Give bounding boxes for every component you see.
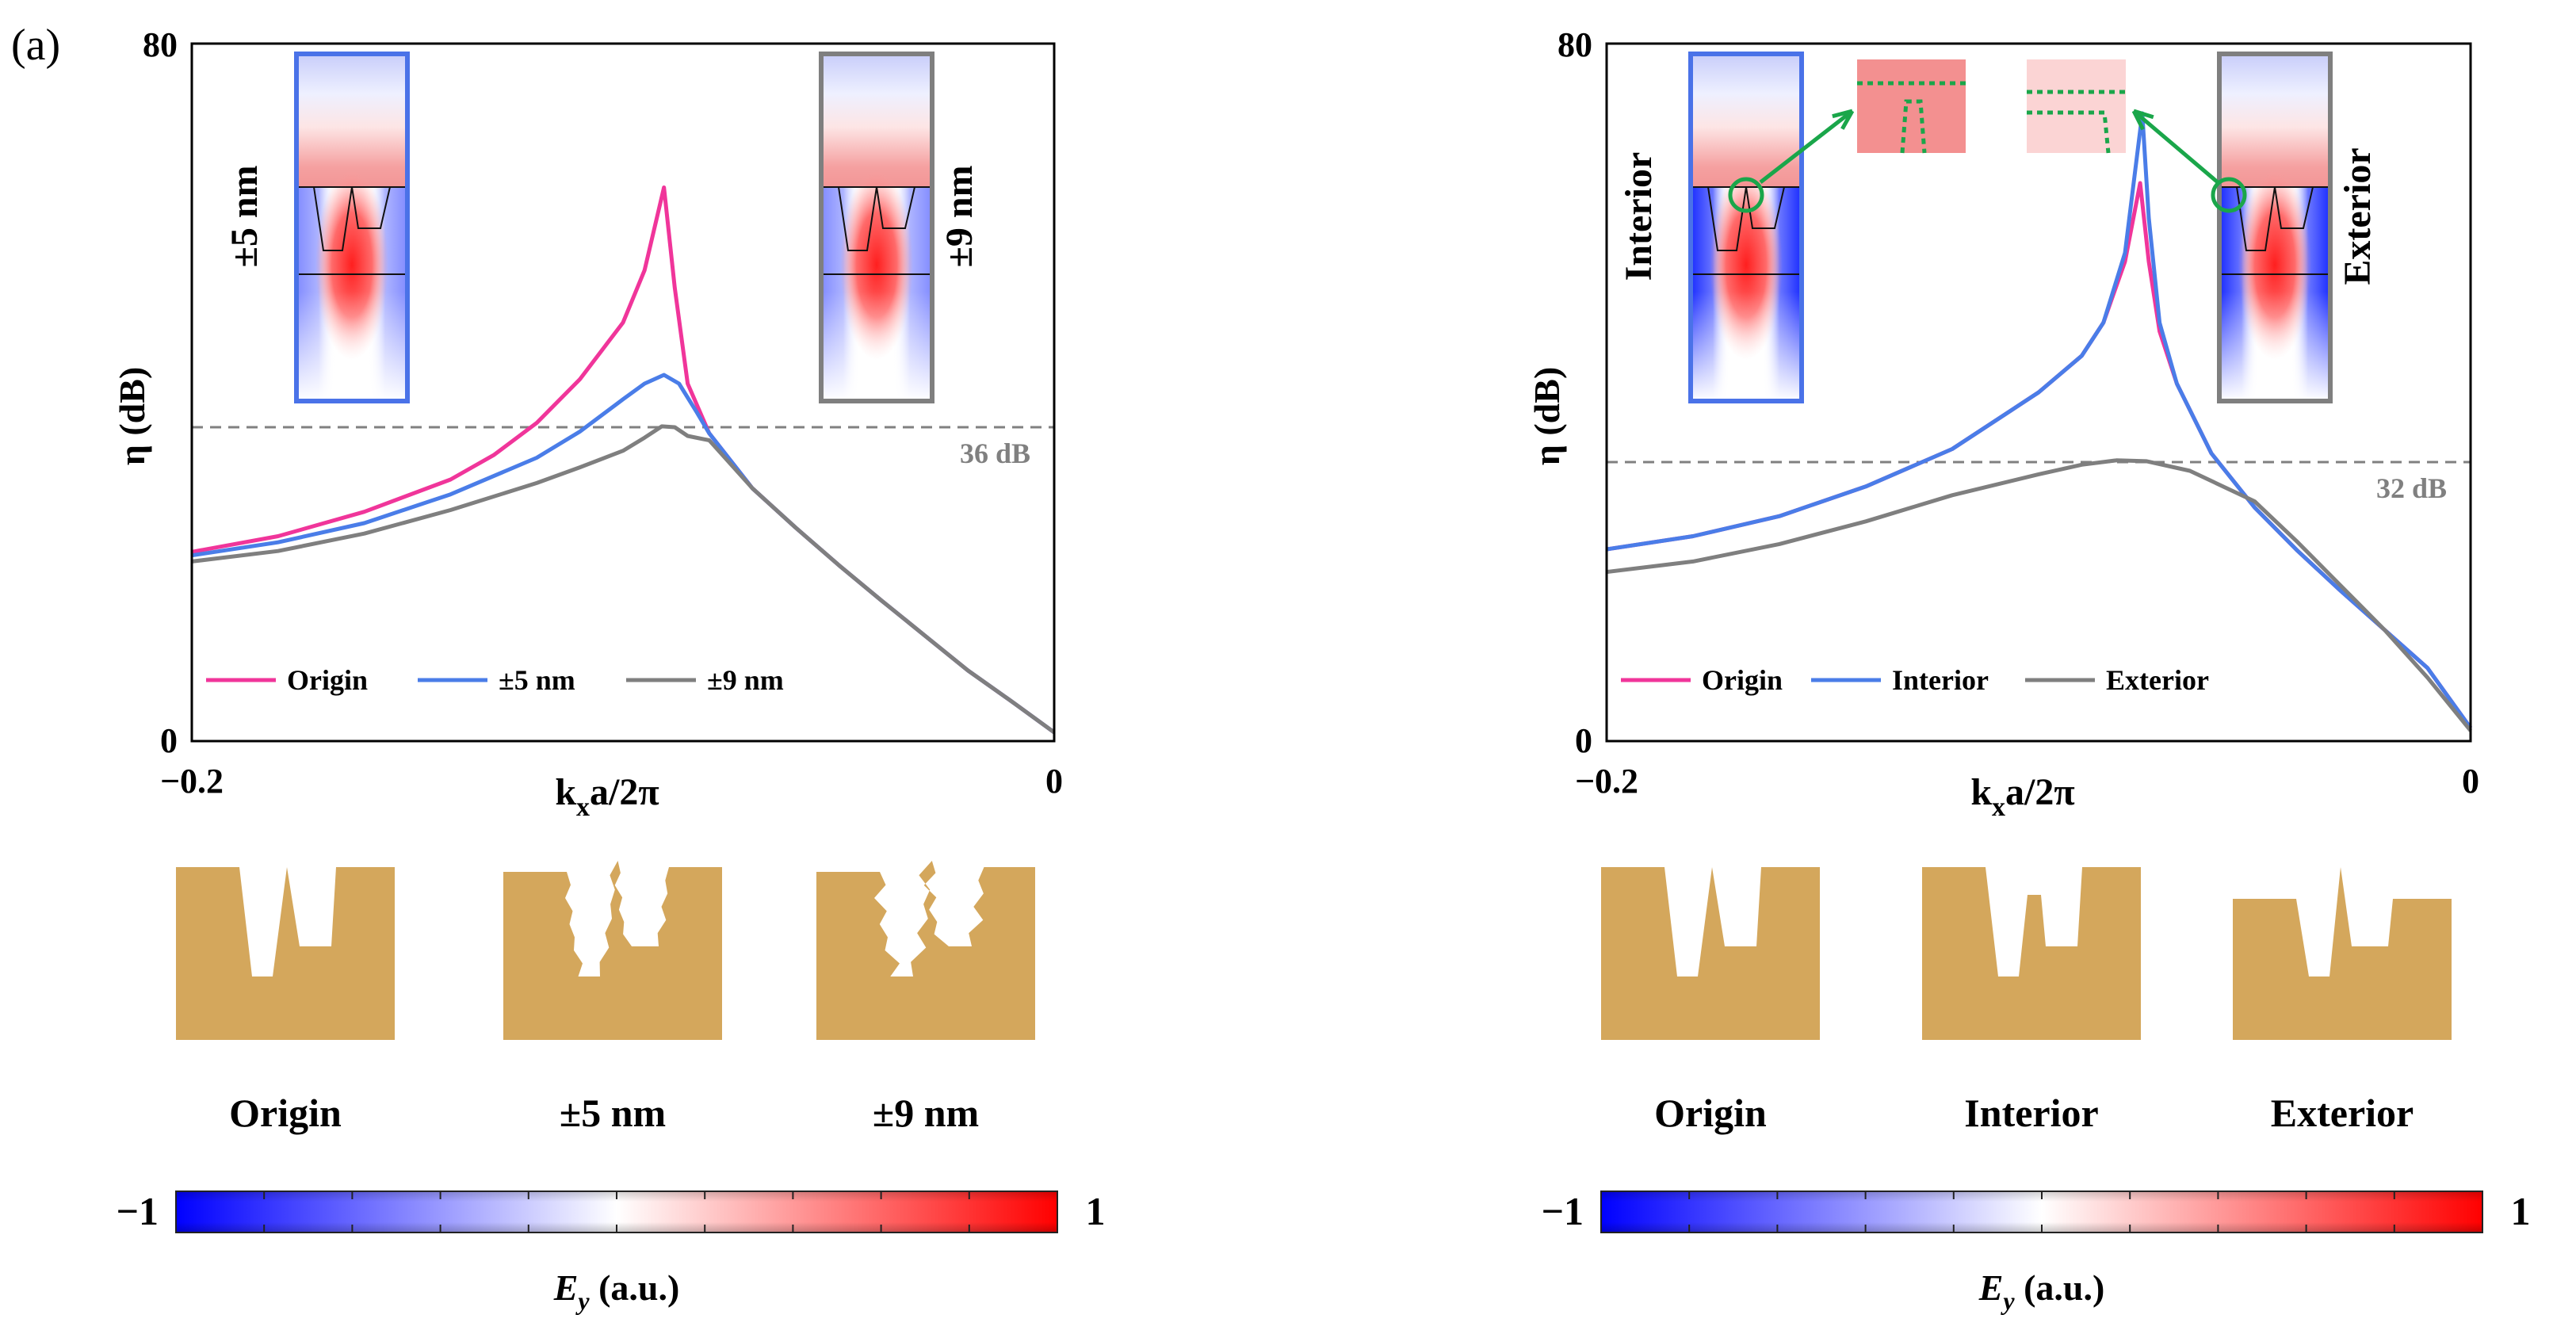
field-inset bbox=[819, 52, 934, 403]
threshold-label: 36 dB bbox=[960, 438, 1030, 469]
profile-fill bbox=[1601, 867, 1820, 1040]
y-tick-label: 0 bbox=[1575, 721, 1592, 760]
inset-side-label: Exterior bbox=[2337, 147, 2379, 285]
field-fade bbox=[1691, 292, 1802, 401]
x-tick-label: −0.2 bbox=[1575, 762, 1638, 801]
y-axis-label: η (dB) bbox=[112, 367, 152, 466]
inset-frame bbox=[294, 52, 410, 403]
zoom-box bbox=[1857, 59, 1966, 153]
zoom-arrowhead bbox=[2131, 109, 2154, 131]
legend-label: Origin bbox=[287, 664, 368, 696]
profile-shape bbox=[176, 867, 395, 1040]
profile-shape bbox=[816, 861, 1035, 1040]
y-tick-label: 0 bbox=[160, 721, 178, 760]
inset-side-label: ±5 nm bbox=[224, 165, 266, 267]
zoom-circle bbox=[2211, 177, 2247, 213]
inset-frame bbox=[819, 52, 934, 403]
trench-outline bbox=[838, 186, 915, 251]
colorbar-max-label: 1 bbox=[1086, 1189, 1106, 1233]
profile-fill bbox=[2233, 867, 2452, 1040]
field-fade bbox=[2219, 292, 2330, 401]
zoom-arrow bbox=[2132, 109, 2219, 184]
colorbar-title: Ey (a.u.) bbox=[1978, 1267, 2105, 1315]
profile-fill bbox=[816, 861, 1035, 1040]
inset-side-label: Interior bbox=[1618, 152, 1660, 281]
series-line-9nm bbox=[191, 424, 1056, 735]
zoom-circle bbox=[1728, 177, 1764, 213]
zoom-arrow bbox=[1759, 109, 1854, 184]
x-tick-label: 0 bbox=[2462, 762, 2479, 801]
profile-label: Exterior bbox=[2271, 1091, 2414, 1135]
profile-fill bbox=[176, 867, 395, 1040]
series-line-exterior bbox=[1606, 458, 2472, 732]
trench-outline bbox=[2236, 186, 2314, 251]
field-fade bbox=[821, 292, 932, 401]
zoom-box bbox=[2027, 59, 2126, 153]
y-tick-label: 80 bbox=[143, 25, 178, 64]
field-fade bbox=[296, 292, 407, 401]
field-inset bbox=[294, 52, 410, 403]
legend-label: ±9 nm bbox=[707, 664, 784, 696]
profile-shape bbox=[1922, 867, 2141, 1040]
panel-label: (a) bbox=[11, 21, 60, 70]
zoom-outline bbox=[1900, 99, 1927, 154]
field-upper bbox=[2219, 54, 2330, 187]
legend-label: ±5 nm bbox=[499, 664, 575, 696]
legend-label: Exterior bbox=[2106, 664, 2209, 696]
inset-frame bbox=[1688, 52, 1804, 403]
x-tick-label: −0.2 bbox=[160, 762, 224, 801]
profile-label: ±5 nm bbox=[560, 1091, 666, 1135]
trench-outline bbox=[313, 186, 391, 251]
field-inset bbox=[2217, 52, 2333, 403]
colorbar-min-label: −1 bbox=[1542, 1189, 1584, 1233]
zoom-arrowhead bbox=[1832, 109, 1855, 130]
profile-label: Origin bbox=[229, 1091, 342, 1135]
profile-label: Interior bbox=[1964, 1091, 2098, 1135]
colorbar-min-label: −1 bbox=[117, 1189, 159, 1233]
series-line-interior bbox=[1606, 111, 2473, 729]
inset-side-label: ±9 nm bbox=[938, 165, 980, 267]
y-tick-label: 80 bbox=[1557, 25, 1592, 64]
legend-label: Interior bbox=[1892, 664, 1989, 696]
zoom-outline bbox=[2027, 110, 2111, 154]
inset-frame bbox=[2217, 52, 2333, 403]
colorbar-title: Ey (a.u.) bbox=[553, 1267, 680, 1315]
x-tick-label: 0 bbox=[1045, 762, 1063, 801]
y-axis-label: η (dB) bbox=[1527, 367, 1567, 466]
colorbar-max-label: 1 bbox=[2511, 1189, 2531, 1233]
profile-fill bbox=[503, 861, 722, 1040]
threshold-label: 32 dB bbox=[2376, 472, 2447, 504]
profile-label: ±9 nm bbox=[873, 1091, 979, 1135]
x-axis-label: kxa/2π bbox=[1970, 771, 2074, 822]
profile-shape bbox=[2233, 867, 2452, 1040]
plot-frame bbox=[190, 42, 1056, 743]
field-upper bbox=[1691, 54, 1802, 187]
x-axis-label: kxa/2π bbox=[555, 771, 659, 822]
legend-label: Origin bbox=[1702, 664, 1783, 696]
trench-outline bbox=[1707, 186, 1785, 251]
profile-label: Origin bbox=[1654, 1091, 1767, 1135]
profile-shape bbox=[503, 861, 722, 1040]
profile-shape bbox=[1601, 867, 1820, 1040]
plot-frame bbox=[1605, 42, 2472, 743]
field-upper bbox=[296, 54, 407, 187]
profile-fill bbox=[1922, 867, 2141, 1040]
field-upper bbox=[821, 54, 932, 187]
field-inset bbox=[1688, 52, 1804, 403]
